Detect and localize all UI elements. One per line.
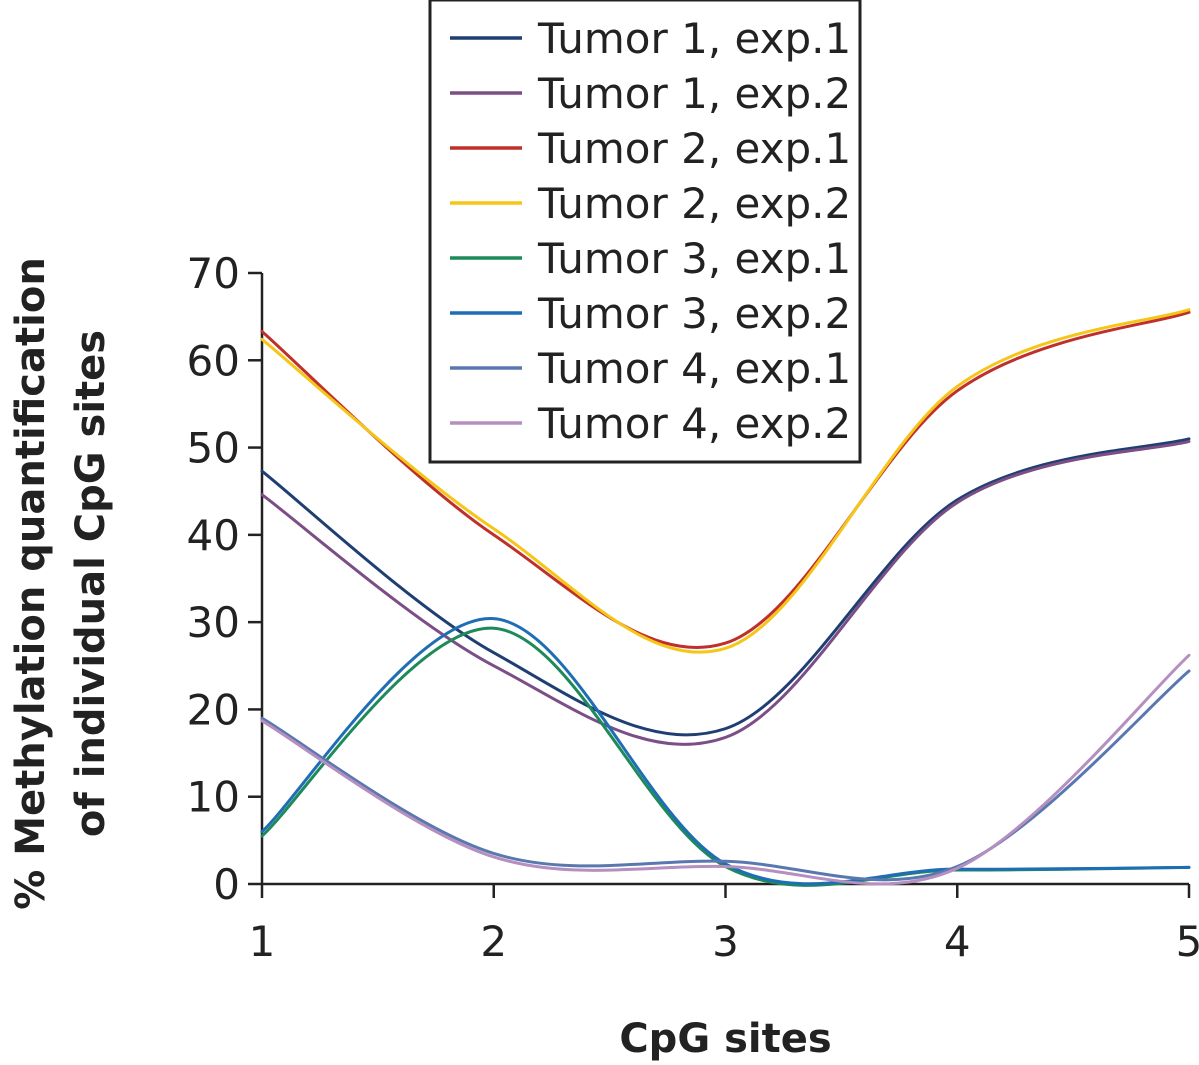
x-axis-ticks: 1 2 3 4 5 bbox=[249, 884, 1199, 966]
legend-label: Tumor 1, exp.2 bbox=[537, 69, 851, 118]
x-tick-label: 4 bbox=[944, 917, 971, 966]
y-tick-label: 60 bbox=[187, 336, 240, 385]
series-line-2 bbox=[260, 439, 1191, 746]
y-axis-title: % Methylation quantification of individu… bbox=[8, 257, 114, 910]
x-axis-title: CpG sites bbox=[619, 1016, 831, 1062]
y-tick-label: 0 bbox=[213, 860, 240, 909]
series-line-6 bbox=[260, 617, 1191, 886]
legend-label: Tumor 2, exp.1 bbox=[537, 124, 851, 173]
y-tick-label: 50 bbox=[187, 424, 240, 473]
series-line-4 bbox=[260, 308, 1191, 654]
legend-label: Tumor 1, exp.1 bbox=[537, 14, 851, 63]
legend-label: Tumor 4, exp.2 bbox=[537, 399, 851, 448]
x-tick-label: 3 bbox=[712, 917, 739, 966]
legend: Tumor 1, exp.1 Tumor 1, exp.2 Tumor 2, exp… bbox=[428, 0, 862, 464]
y-tick-label: 20 bbox=[187, 685, 240, 734]
x-tick-label: 1 bbox=[249, 917, 276, 966]
x-tick-label: 2 bbox=[480, 917, 507, 966]
series-line-7 bbox=[260, 669, 1191, 882]
y-tick-label: 30 bbox=[187, 598, 240, 647]
series-line-5 bbox=[260, 626, 1191, 887]
y-axis-ticks: 0 10 20 30 40 50 60 70 bbox=[187, 249, 262, 909]
series-line-3 bbox=[260, 310, 1191, 649]
series-line-8 bbox=[260, 653, 1191, 886]
y-tick-label: 70 bbox=[187, 249, 240, 298]
legend-label: Tumor 4, exp.1 bbox=[537, 344, 851, 393]
y-tick-label: 10 bbox=[187, 773, 240, 822]
y-axis-title-line-2: of individual CpG sites bbox=[68, 330, 114, 837]
x-tick-label: 5 bbox=[1176, 917, 1199, 966]
legend-box bbox=[428, 0, 862, 464]
y-axis-title-line-1: % Methylation quantification bbox=[8, 257, 54, 910]
series-line-1 bbox=[260, 437, 1191, 737]
y-tick-label: 40 bbox=[187, 511, 240, 560]
legend-label: Tumor 3, exp.1 bbox=[537, 234, 851, 283]
series-lines bbox=[260, 308, 1191, 887]
legend-label: Tumor 2, exp.2 bbox=[537, 179, 851, 228]
legend-label: Tumor 3, exp.2 bbox=[537, 289, 851, 338]
